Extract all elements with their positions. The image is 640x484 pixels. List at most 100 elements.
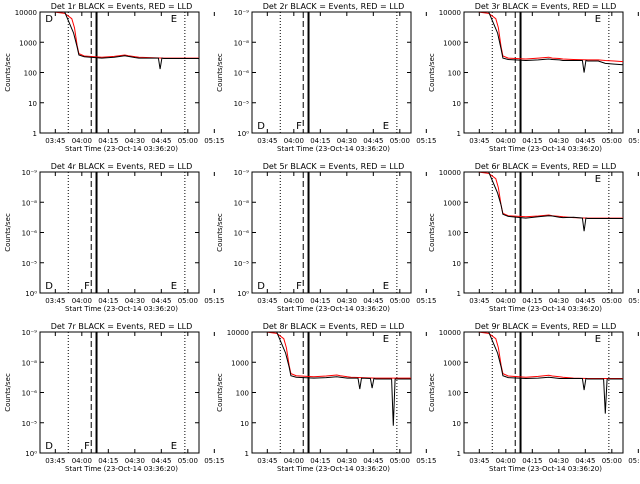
events-series-line [252, 332, 411, 426]
y-tick-label: 10⁻⁵ [234, 260, 250, 268]
panel-title: Det 4r BLACK = Events, RED = LLD [51, 162, 193, 171]
marker-label-d: D [45, 441, 53, 452]
marker-label-e: E [383, 281, 389, 292]
plot-frame [463, 171, 624, 294]
x-tick-label: 04:00 [284, 297, 304, 305]
marker-label-e: E [171, 441, 177, 452]
panel-det-8r: Det 8r BLACK = Events, RED = LLD 1 10 100 10… [216, 322, 436, 473]
x-tick-label: 04:00 [284, 137, 304, 145]
x-tick-label: 03:45 [45, 137, 65, 145]
y-tick-label: 1 [33, 130, 37, 138]
x-tick-label: 05:15 [628, 297, 640, 305]
marker-label-e: E [171, 14, 177, 25]
panel-title: Det 1r BLACK = Events, RED = LLD [51, 2, 193, 11]
panel-det-6r: Det 6r BLACK = Events, RED = LLD 1 10 100 10… [428, 162, 640, 313]
x-tick-label: 04:00 [72, 457, 92, 465]
y-tick-label: 10⁻⁵ [22, 420, 38, 428]
x-tick-label: 04:45 [575, 137, 595, 145]
panel-title: Det 3r BLACK = Events, RED = LLD [475, 2, 617, 11]
panel-det-5r: Det 5r BLACK = Events, RED = LLD 10⁰ 10⁻⁵ 1… [216, 162, 436, 313]
x-tick-label: 03:45 [469, 457, 489, 465]
panel-title: Det 6r BLACK = Events, RED = LLD [475, 162, 617, 171]
x-tick-label: 04:30 [549, 137, 569, 145]
x-axis-label: Start Time (23-Oct-14 03:36:20) [277, 145, 390, 153]
y-axis-label: Counts/sec [4, 213, 12, 252]
y-tick-label: 100 [236, 390, 249, 398]
events-series-line [464, 332, 623, 414]
panel-det-3r: Det 3r BLACK = Events, RED = LLD 1 10 100 10… [428, 2, 640, 153]
y-tick-label: 10000 [15, 9, 37, 17]
x-tick-label: 04:00 [496, 137, 516, 145]
y-tick-label: 10⁰ [25, 450, 37, 458]
x-tick-label: 04:00 [496, 297, 516, 305]
x-axis-label: Start Time (23-Oct-14 03:36:20) [277, 305, 390, 313]
x-tick-label: 04:30 [125, 297, 145, 305]
y-tick-label: 100 [448, 390, 461, 398]
x-tick-label: 04:00 [284, 457, 304, 465]
y-tick-label: 10000 [227, 329, 249, 337]
y-tick-label: 1000 [443, 39, 461, 47]
panel-title: Det 9r BLACK = Events, RED = LLD [475, 322, 617, 331]
panel-det-4r: Det 4r BLACK = Events, RED = LLD 10⁰ 10⁻⁵ 1… [4, 162, 224, 313]
y-tick-label: 10⁻⁶ [234, 70, 250, 78]
x-tick-label: 04:45 [151, 297, 171, 305]
marker-label-e: E [383, 121, 389, 132]
x-tick-label: 05:15 [204, 457, 224, 465]
y-tick-label: 10 [240, 420, 249, 428]
x-tick-label: 03:45 [257, 297, 277, 305]
y-axis-label: Counts/sec [216, 53, 224, 92]
x-tick-label: 04:00 [72, 297, 92, 305]
y-tick-label: 10⁻⁸ [22, 199, 38, 207]
panel-title: Det 5r BLACK = Events, RED = LLD [263, 162, 405, 171]
y-tick-label: 1000 [443, 199, 461, 207]
y-axis-label: Counts/sec [216, 373, 224, 412]
x-tick-label: 04:30 [337, 297, 357, 305]
x-tick-label: 04:00 [496, 457, 516, 465]
x-tick-label: 04:45 [363, 137, 383, 145]
x-tick-label: 04:15 [310, 137, 330, 145]
marker-label-f: F [84, 441, 90, 452]
y-tick-label: 10⁻⁵ [22, 260, 38, 268]
marker-label-e: E [595, 14, 601, 25]
y-tick-label: 10⁻⁶ [22, 230, 38, 238]
y-tick-label: 1000 [231, 359, 249, 367]
y-tick-label: 10⁻⁶ [22, 390, 38, 398]
x-tick-label: 05:15 [204, 297, 224, 305]
x-tick-label: 04:45 [575, 457, 595, 465]
x-tick-label: 05:00 [602, 457, 622, 465]
x-tick-label: 04:15 [310, 297, 330, 305]
y-tick-label: 10 [452, 260, 461, 268]
plot-frame [463, 331, 624, 454]
y-tick-label: 10000 [439, 329, 461, 337]
y-axis-label: Counts/sec [428, 373, 436, 412]
marker-label-d: D [45, 281, 53, 292]
marker-label-d: D [257, 281, 265, 292]
events-series-line [464, 172, 623, 232]
x-tick-label: 05:00 [178, 137, 198, 145]
x-tick-label: 04:30 [549, 457, 569, 465]
panel-det-7r: Det 7r BLACK = Events, RED = LLD 10⁰ 10⁻⁵ 1… [4, 322, 224, 473]
panel-title: Det 2r BLACK = Events, RED = LLD [263, 2, 405, 11]
plot-frame [463, 11, 624, 134]
x-tick-label: 05:15 [628, 457, 640, 465]
x-tick-label: 04:00 [72, 137, 92, 145]
marker-label-e: E [595, 174, 601, 185]
x-tick-label: 04:15 [522, 137, 542, 145]
x-tick-label: 04:15 [98, 297, 118, 305]
marker-label-f: F [84, 281, 90, 292]
y-axis-label: Counts/sec [4, 53, 12, 92]
x-tick-label: 05:00 [390, 137, 410, 145]
y-tick-label: 10000 [439, 169, 461, 177]
x-tick-label: 05:15 [416, 297, 436, 305]
y-tick-label: 10⁻⁶ [234, 230, 250, 238]
y-tick-label: 10⁻⁹ [234, 9, 250, 17]
y-tick-label: 10⁻⁹ [234, 169, 250, 177]
panel-det-9r: Det 9r BLACK = Events, RED = LLD 1 10 100 10… [428, 322, 640, 473]
y-tick-label: 10⁻⁸ [234, 39, 250, 47]
events-series-line [40, 12, 199, 70]
y-tick-label: 10⁰ [237, 290, 249, 298]
panel-title: Det 7r BLACK = Events, RED = LLD [51, 322, 193, 331]
y-tick-label: 100 [448, 230, 461, 238]
